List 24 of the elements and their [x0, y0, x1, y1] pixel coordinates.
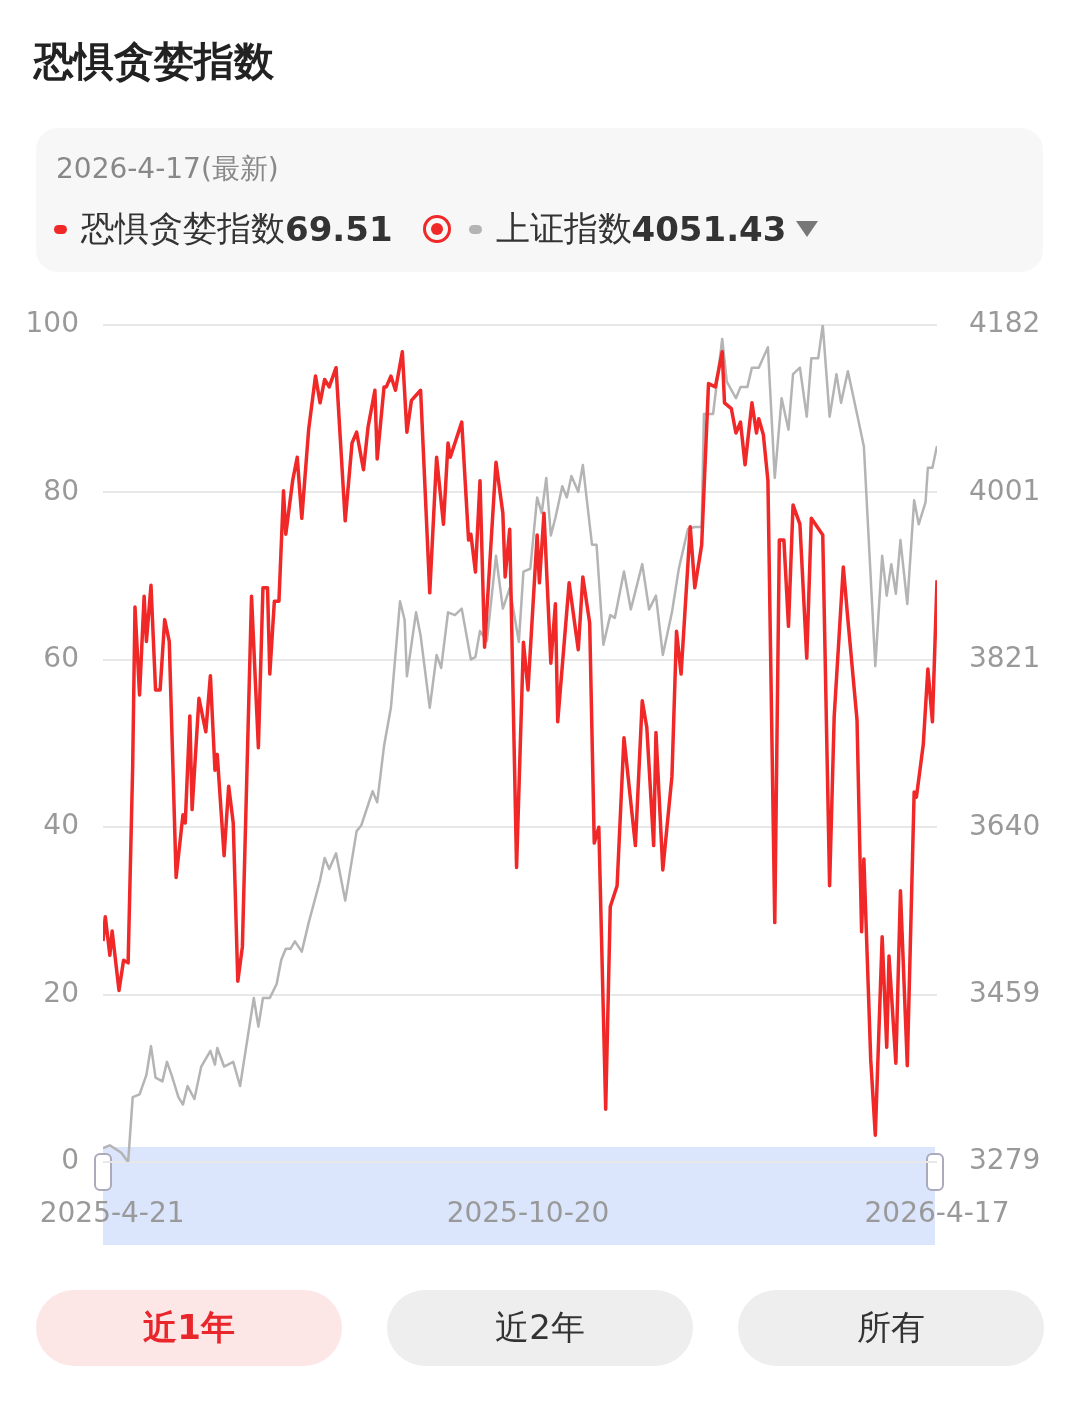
chart-title: 恐惧贪婪指数	[34, 37, 274, 86]
legend-label: 恐惧贪婪指数	[81, 207, 285, 250]
text: 2026-4-17(最新)	[56, 151, 279, 187]
y2-tick-label: 3279	[969, 1143, 1041, 1177]
y-tick-label: 20	[43, 975, 79, 1009]
text: 所有	[738, 1290, 1044, 1366]
y-tick-label: 60	[43, 641, 79, 675]
y2-tick-label: 4182	[969, 306, 1041, 340]
y2-tick-label: 3640	[969, 808, 1041, 842]
y2-tick-label: 3459	[969, 976, 1041, 1010]
text: 近1年	[36, 1290, 342, 1366]
x-tick-label: 2026-4-17	[864, 1196, 1010, 1230]
legend-label: 上证指数	[495, 207, 632, 250]
text: 4051.43	[631, 209, 787, 249]
y-tick-label: 80	[43, 473, 79, 507]
text: 近2年	[387, 1290, 693, 1366]
x-tick-label: 2025-10-20	[446, 1196, 610, 1230]
y-tick-label: 40	[43, 808, 79, 842]
y2-tick-label: 3821	[969, 640, 1041, 674]
y2-tick-label: 4001	[969, 474, 1041, 508]
y-tick-label: 0	[61, 1143, 79, 1177]
y-tick-label: 100	[25, 306, 79, 340]
x-tick-label: 2025-4-21	[39, 1196, 185, 1230]
text: 69.51	[285, 209, 393, 249]
